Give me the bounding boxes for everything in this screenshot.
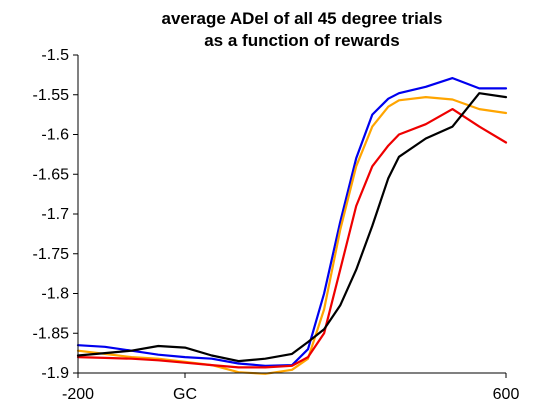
chart-title-line-2: as a function of rewards bbox=[204, 31, 400, 50]
y-tick-label: -1.5 bbox=[41, 47, 69, 64]
series-line-1 bbox=[76, 76, 508, 367]
series-group bbox=[76, 76, 508, 375]
series-line-3 bbox=[76, 107, 508, 369]
series-line-2 bbox=[76, 95, 508, 375]
chart-title-line-1: average ADel of all 45 degree trials bbox=[162, 9, 443, 28]
x-tick-label: -200 bbox=[62, 386, 94, 403]
x-tick-label: GC bbox=[173, 386, 197, 403]
y-tick-label: -1.65 bbox=[33, 166, 70, 183]
y-tick-label: -1.55 bbox=[33, 87, 70, 104]
y-tick-label: -1.6 bbox=[41, 127, 69, 144]
y-tick-label: -1.75 bbox=[33, 246, 70, 263]
y-tick-label: -1.8 bbox=[41, 286, 69, 303]
y-axis-ticks: -1.5 -1.55 -1.6 -1.65 -1.7 -1.75 -1.8 -1.85 -1.9 bbox=[33, 47, 78, 382]
y-tick-label: -1.85 bbox=[33, 325, 70, 342]
x-tick-label: 600 bbox=[493, 386, 520, 403]
y-tick-label: -1.7 bbox=[41, 206, 69, 223]
y-tick-label: -1.9 bbox=[41, 365, 69, 382]
series-line-4 bbox=[76, 92, 508, 363]
x-axis-ticks: -200 GC 600 bbox=[62, 373, 519, 403]
